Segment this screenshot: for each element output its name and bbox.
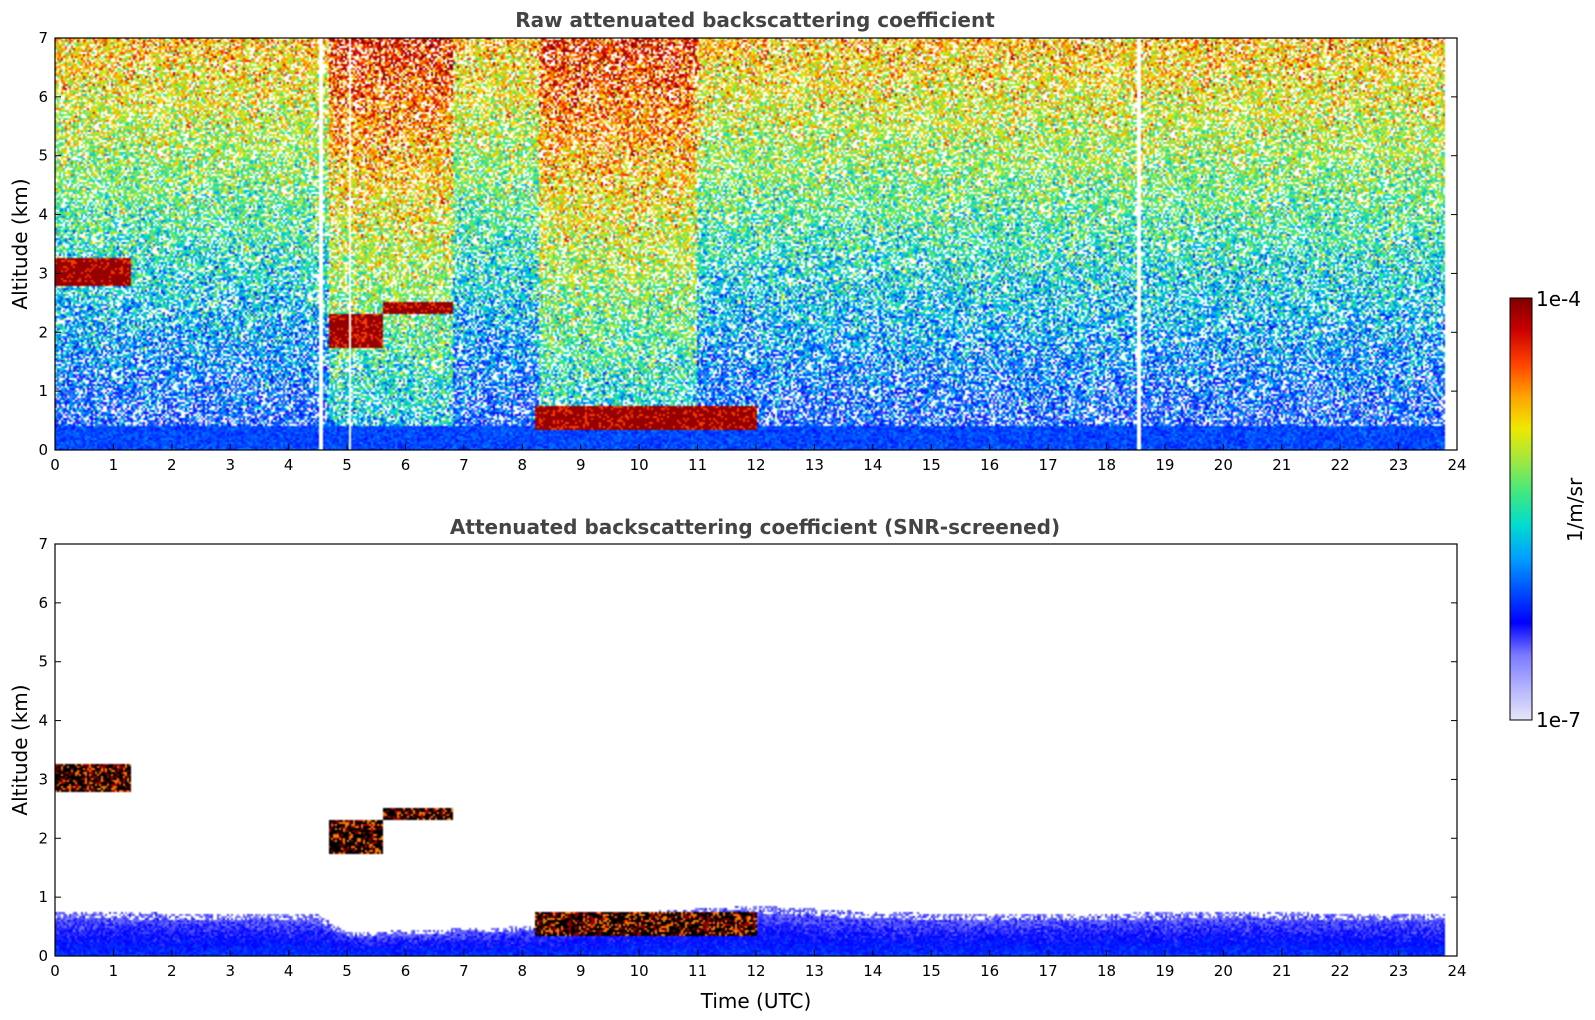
bottom-y-tick-label: 1 [38, 888, 48, 906]
top-x-tick-label: 8 [518, 456, 528, 474]
top-y-tick-label: 7 [38, 29, 48, 47]
top-x-tick-label: 4 [284, 456, 294, 474]
top-y-tick-label: 2 [38, 323, 48, 341]
bottom-x-tick-label: 17 [1039, 962, 1058, 980]
bottom-x-tick-label: 12 [746, 962, 765, 980]
top-x-ticks: 0 1 2 3 4 5 6 7 8 9 10 11 12 13 14 15 16 17 18 19 20 21 22 23 24 [50, 444, 1467, 474]
bottom-x-tick-label: 18 [1097, 962, 1116, 980]
top-panel-title: Raw attenuated backscattering coefficien… [515, 8, 995, 32]
bottom-y-tick-label: 6 [38, 594, 48, 612]
bottom-x-tick-label: 3 [225, 962, 235, 980]
top-x-tick-label: 5 [342, 456, 352, 474]
top-x-tick-label: 19 [1155, 456, 1174, 474]
top-x-tick-label: 11 [688, 456, 707, 474]
top-x-tick-label: 16 [980, 456, 999, 474]
bottom-x-ticks: 0 1 2 3 4 5 6 7 8 9 10 11 12 13 14 15 16 17 18 19 20 21 22 23 24 [50, 950, 1467, 980]
bottom-x-tick-label: 2 [167, 962, 177, 980]
top-x-tick-label: 21 [1272, 456, 1291, 474]
colorbar: 1e-4 1e-7 1/m/sr [1509, 287, 1587, 732]
top-x-tick-label: 10 [630, 456, 649, 474]
top-y-tick-label: 0 [38, 441, 48, 459]
bottom-x-tick-label: 5 [342, 962, 352, 980]
top-x-tick-label: 17 [1039, 456, 1058, 474]
bottom-x-tick-label: 13 [805, 962, 824, 980]
top-x-tick-label: 14 [863, 456, 882, 474]
top-y-tick-label: 3 [38, 264, 48, 282]
bottom-x-tick-label: 24 [1447, 962, 1466, 980]
bottom-x-tick-label: 10 [630, 962, 649, 980]
bottom-x-tick-label: 1 [109, 962, 119, 980]
top-x-tick-label: 3 [225, 456, 235, 474]
top-x-tick-label: 23 [1389, 456, 1408, 474]
bottom-x-tick-label: 8 [518, 962, 528, 980]
bottom-x-tick-label: 11 [688, 962, 707, 980]
bottom-x-tick-label: 22 [1331, 962, 1350, 980]
bottom-x-tick-label: 20 [1214, 962, 1233, 980]
top-y-tick-label: 6 [38, 88, 48, 106]
bottom-x-tick-label: 14 [863, 962, 882, 980]
bottom-y-tick-label: 0 [38, 947, 48, 965]
top-x-tick-label: 9 [576, 456, 586, 474]
bottom-panel-plot: 0 1 2 3 4 5 6 7 8 9 10 11 12 13 14 15 16 17 18 19 20 21 22 23 24… [38, 535, 1466, 980]
bottom-heatmap-image [55, 544, 1457, 956]
bottom-y-tick-label: 4 [38, 712, 48, 730]
top-x-tick-label: 1 [109, 456, 119, 474]
top-x-tick-label: 7 [459, 456, 469, 474]
bottom-x-tick-label: 4 [284, 962, 294, 980]
bottom-x-tick-label: 15 [922, 962, 941, 980]
top-x-tick-label: 22 [1331, 456, 1350, 474]
top-x-tick-label: 15 [922, 456, 941, 474]
top-x-tick-label: 20 [1214, 456, 1233, 474]
bottom-x-tick-label: 0 [50, 962, 60, 980]
bottom-y-tick-label: 3 [38, 770, 48, 788]
colorbar-unit-label: 1/m/sr [1563, 477, 1587, 542]
top-x-tick-label: 2 [167, 456, 177, 474]
bottom-y-tick-label: 5 [38, 653, 48, 671]
bottom-y-tick-label: 7 [38, 535, 48, 553]
top-x-tick-label: 13 [805, 456, 824, 474]
top-x-tick-label: 0 [50, 456, 60, 474]
colorbar-bar [1509, 297, 1533, 721]
top-y-tick-label: 4 [38, 206, 48, 224]
top-x-tick-label: 24 [1447, 456, 1466, 474]
top-y-tick-label: 5 [38, 147, 48, 165]
top-y-ticks: 0 1 2 3 4 5 6 7 [38, 29, 1457, 459]
bottom-x-tick-label: 6 [401, 962, 411, 980]
bottom-y-axis-label: Altitude (km) [8, 684, 32, 815]
bottom-x-tick-label: 23 [1389, 962, 1408, 980]
bottom-x-tick-label: 7 [459, 962, 469, 980]
x-axis-label: Time (UTC) [700, 989, 812, 1013]
top-x-tick-label: 6 [401, 456, 411, 474]
bottom-x-tick-label: 16 [980, 962, 999, 980]
bottom-x-tick-label: 9 [576, 962, 586, 980]
colorbar-max-label: 1e-4 [1536, 287, 1581, 311]
bottom-y-tick-label: 2 [38, 829, 48, 847]
top-heatmap-image [55, 38, 1457, 450]
top-y-axis-label: Altitude (km) [8, 178, 32, 309]
colorbar-min-label: 1e-7 [1536, 708, 1581, 732]
bottom-x-tick-label: 21 [1272, 962, 1291, 980]
bottom-x-tick-label: 19 [1155, 962, 1174, 980]
top-y-tick-label: 1 [38, 382, 48, 400]
bottom-y-ticks: 0 1 2 3 4 5 6 7 [38, 535, 1457, 965]
top-panel-plot: 0 1 2 3 4 5 6 7 8 9 10 11 12 13 14 15 16 17 18 19 20 21 22 23 24… [38, 29, 1466, 474]
top-x-tick-label: 18 [1097, 456, 1116, 474]
bottom-panel-title: Attenuated backscattering coefficient (S… [450, 515, 1060, 539]
top-x-tick-label: 12 [746, 456, 765, 474]
